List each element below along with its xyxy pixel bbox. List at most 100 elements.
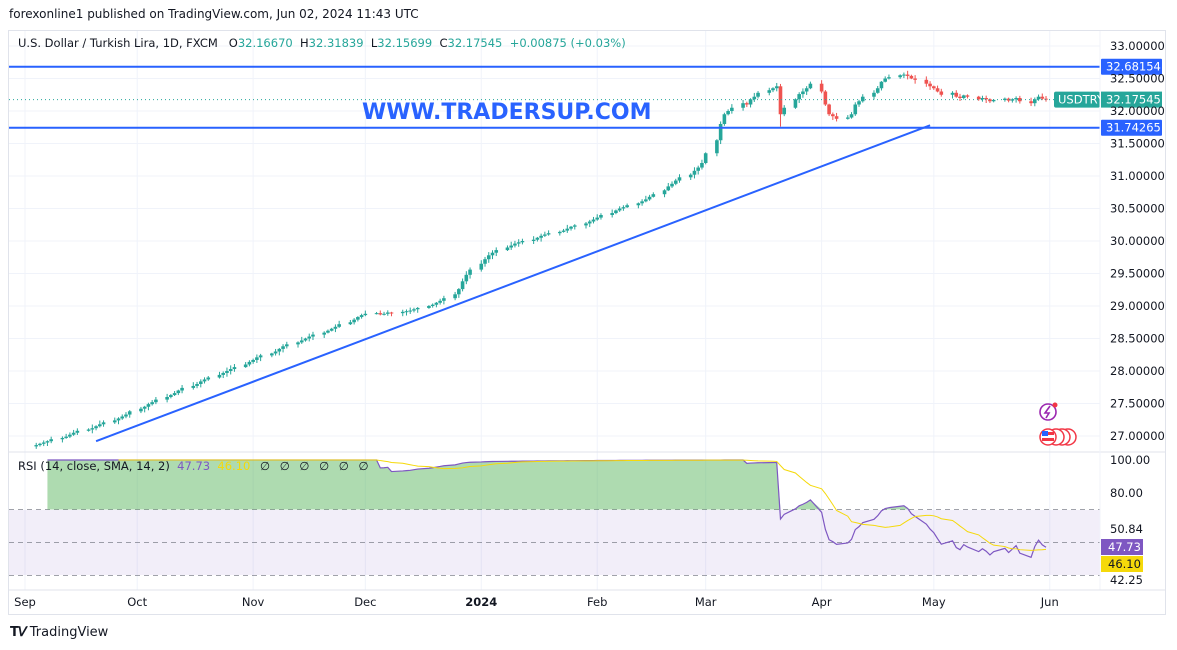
candle-body: [718, 124, 723, 141]
candle-body: [172, 393, 177, 396]
candle: [935, 85, 940, 93]
candle-body: [348, 322, 353, 325]
candle-body: [726, 111, 730, 115]
grid: [9, 31, 1100, 590]
rsi-sma-box: [1101, 556, 1143, 572]
candle: [270, 352, 274, 358]
candle-body: [924, 79, 929, 84]
candle: [965, 94, 970, 99]
candle: [793, 98, 798, 109]
price-tick-label: 30.50000: [1110, 202, 1165, 216]
candle: [565, 224, 570, 233]
candle: [389, 311, 394, 317]
candle: [771, 87, 775, 93]
candle-body: [771, 88, 775, 91]
lightning-icon[interactable]: [1039, 402, 1058, 421]
candle: [442, 295, 446, 305]
candle-body: [94, 426, 98, 429]
candle: [311, 331, 315, 341]
na-value: ∅: [260, 459, 271, 473]
rsi-tick-label: 50.84: [1110, 522, 1143, 536]
rsi-value-label: 47.73: [1108, 540, 1141, 554]
candle-body: [165, 397, 169, 400]
footer-brand[interactable]: T𝘝 TradingView: [10, 625, 108, 640]
candle-body: [902, 74, 906, 76]
candle: [535, 236, 540, 242]
candle-body: [520, 241, 525, 243]
candle: [206, 375, 211, 381]
candle: [285, 341, 289, 349]
candle: [412, 307, 416, 313]
candle-body: [879, 81, 884, 89]
candle: [875, 86, 880, 94]
rsi-legend[interactable]: RSI (14, close, SMA, 14, 2) 47.73 46.10 …: [18, 459, 368, 473]
candle-body: [75, 430, 80, 433]
candle-body: [483, 259, 487, 264]
candle: [745, 101, 749, 108]
candle: [333, 324, 338, 333]
candle-body: [640, 201, 644, 204]
candle: [1006, 97, 1011, 103]
candle: [905, 70, 910, 80]
close-label: C: [439, 36, 448, 50]
candle: [688, 173, 693, 180]
rsi-value: 47.73: [177, 459, 211, 473]
candle: [101, 420, 106, 427]
candle-body: [853, 104, 858, 115]
candle-body: [767, 90, 772, 93]
candle-body: [464, 274, 469, 282]
candle-body: [374, 313, 379, 315]
candle-body: [819, 83, 824, 92]
candle: [180, 385, 184, 394]
close-value: 32.17545: [447, 36, 503, 50]
candle: [647, 194, 652, 201]
candle-body: [741, 103, 745, 108]
candle: [41, 440, 46, 447]
candle-body: [326, 330, 330, 333]
candle: [98, 420, 102, 428]
candle: [1040, 93, 1045, 101]
candle-body: [976, 96, 981, 100]
candle-body: [412, 309, 416, 311]
time-tick-label: 2024: [465, 595, 497, 609]
symbol-legend[interactable]: U.S. Dollar / Turkish Lira, 1D, FXCM O32…: [18, 36, 626, 50]
candles: [34, 70, 1048, 449]
change-value: +0.00875 (+0.03%): [509, 36, 626, 50]
watermark-text: WWW.TRADERSUP.COM: [362, 100, 652, 125]
candle-body: [34, 445, 39, 447]
candle-body: [1003, 98, 1007, 100]
candle-body: [247, 361, 252, 365]
candle-body: [333, 326, 338, 329]
time-tick-label: Apr: [812, 595, 832, 609]
candle: [823, 90, 828, 106]
candle: [198, 379, 203, 388]
candle: [75, 428, 80, 435]
candle-body: [666, 186, 671, 191]
time-tick-label: Sep: [14, 595, 36, 609]
candle: [696, 165, 700, 175]
candle-body: [827, 104, 831, 115]
candle: [715, 139, 719, 157]
candle: [195, 381, 199, 389]
us-flag-events-icon[interactable]: [1039, 428, 1077, 446]
candle-body: [860, 96, 865, 102]
candle-body: [801, 91, 805, 95]
candle: [217, 371, 222, 379]
candle: [258, 353, 263, 362]
candle: [1018, 95, 1022, 104]
candle-body: [90, 428, 95, 430]
price-label: 31.74265: [1106, 121, 1161, 135]
candle: [430, 303, 435, 308]
candle: [404, 309, 409, 316]
candle-body: [270, 353, 274, 356]
open-value: 32.16670: [237, 36, 293, 50]
candle: [584, 222, 588, 229]
candle-body: [400, 311, 405, 314]
symbol-tag-box: [1054, 91, 1100, 108]
candle: [988, 98, 992, 104]
candle-body: [932, 86, 936, 89]
candle-body: [415, 307, 420, 310]
candle: [1036, 94, 1041, 101]
candle-body: [692, 170, 697, 175]
